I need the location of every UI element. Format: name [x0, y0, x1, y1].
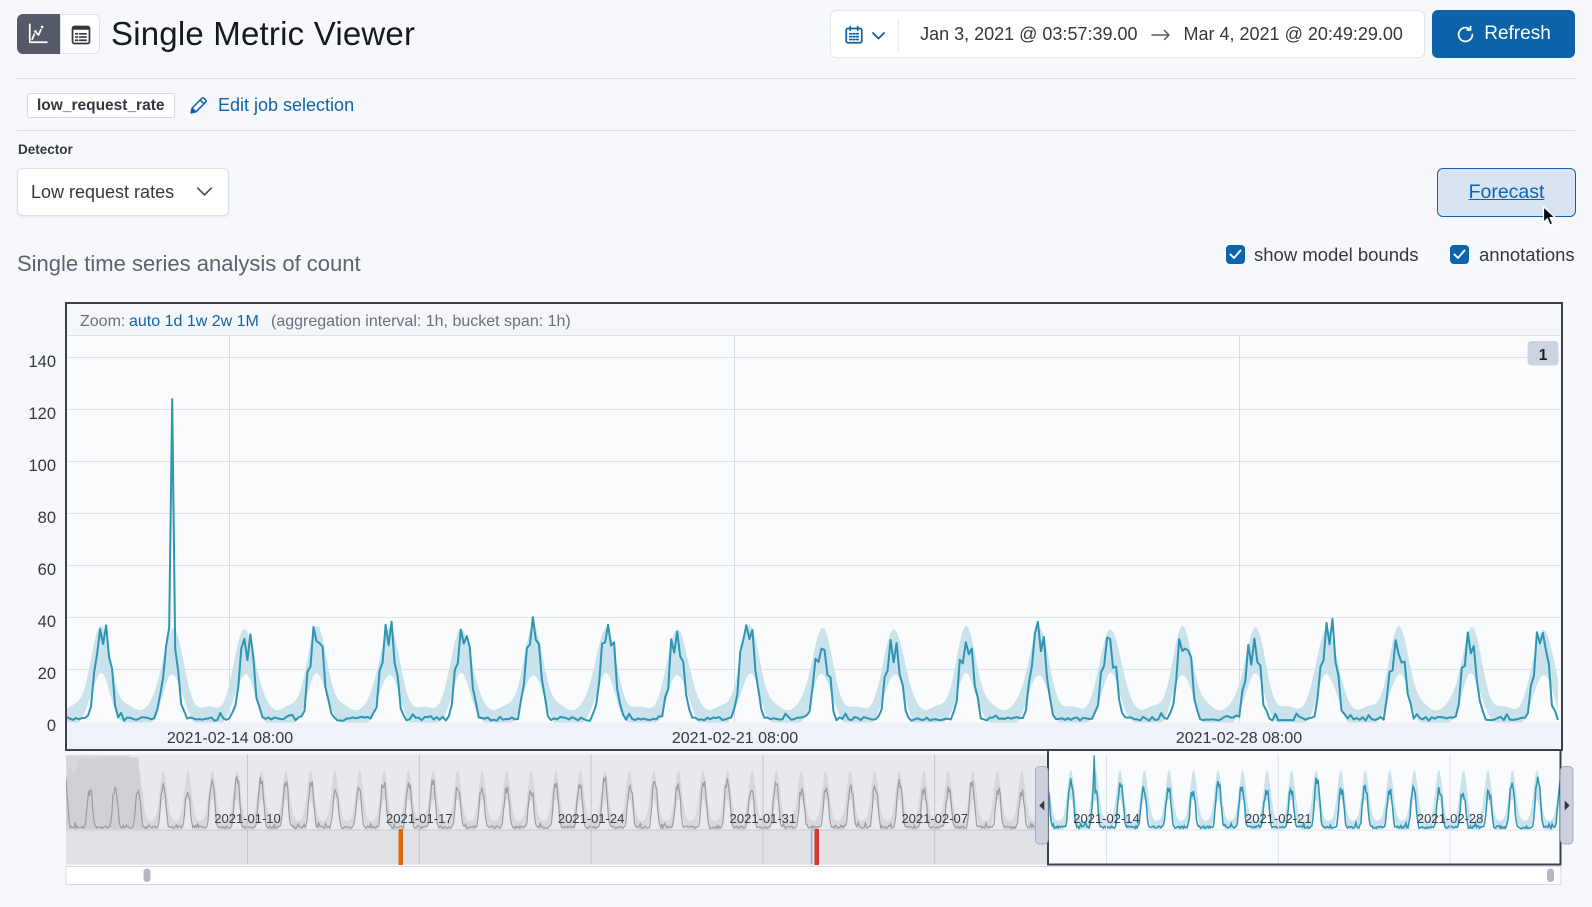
- svg-text:2021-02-28: 2021-02-28: [1417, 811, 1484, 826]
- svg-text:140: 140: [28, 353, 56, 371]
- svg-text:2021-02-21: 2021-02-21: [1245, 811, 1312, 826]
- svg-text:0: 0: [47, 717, 56, 735]
- svg-text:20: 20: [38, 665, 56, 683]
- svg-text:2021-01-24: 2021-01-24: [558, 811, 625, 826]
- svg-text:(aggregation interval: 1h, buc: (aggregation interval: 1h, bucket span: …: [271, 313, 571, 330]
- svg-text:2021-02-07: 2021-02-07: [901, 811, 968, 826]
- svg-text:2021-02-21 08:00: 2021-02-21 08:00: [672, 730, 798, 747]
- svg-text:2021-01-31: 2021-01-31: [730, 811, 797, 826]
- svg-text:auto 1d 1w 2w 1M: auto 1d 1w 2w 1M: [129, 313, 259, 330]
- svg-text:2021-01-10: 2021-01-10: [214, 811, 281, 826]
- svg-text:2021-01-17: 2021-01-17: [386, 811, 453, 826]
- svg-text:120: 120: [28, 405, 56, 423]
- svg-text:60: 60: [38, 561, 56, 579]
- svg-text:1: 1: [1539, 347, 1548, 364]
- svg-text:40: 40: [38, 613, 56, 631]
- svg-text:2021-02-14 08:00: 2021-02-14 08:00: [167, 730, 293, 747]
- svg-text:100: 100: [28, 457, 56, 475]
- svg-text:80: 80: [38, 509, 56, 527]
- svg-text:2021-02-28 08:00: 2021-02-28 08:00: [1176, 730, 1302, 747]
- svg-text:2021-02-14: 2021-02-14: [1073, 811, 1140, 826]
- svg-text:Zoom:: Zoom:: [80, 313, 125, 330]
